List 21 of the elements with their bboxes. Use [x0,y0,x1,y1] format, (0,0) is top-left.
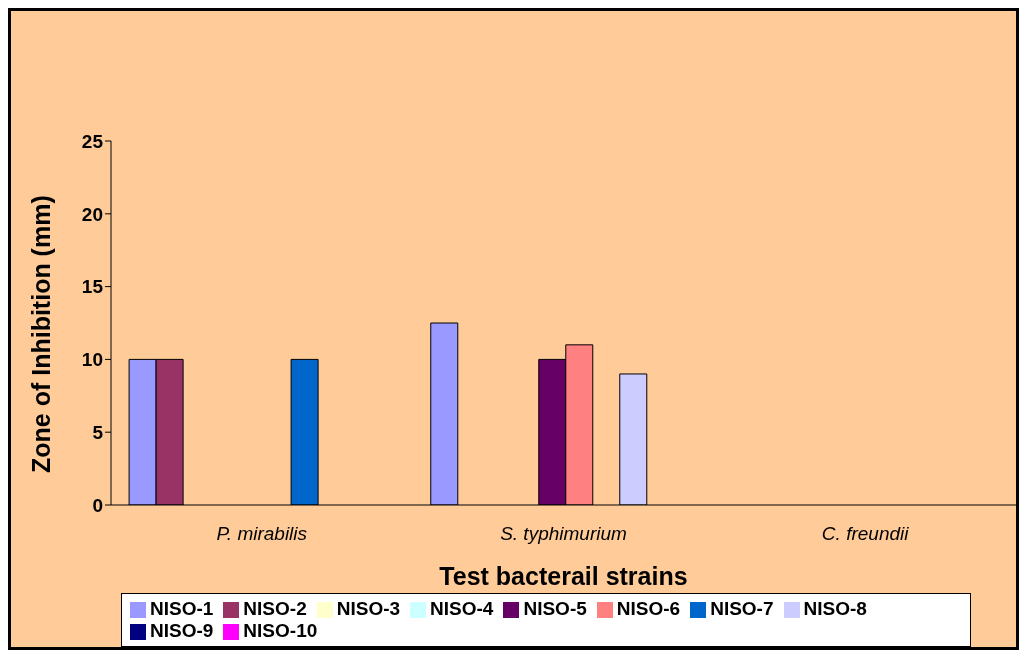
y-tick-label: 5 [92,421,104,443]
x-tick-label: P. mirabilis [216,523,308,545]
y-tick-label: 10 [81,349,103,371]
x-axis-title: Test bacterail strains [439,562,688,590]
legend-label: NISO-9 [150,620,214,641]
legend-label: NISO-3 [336,598,401,619]
x-tick-label: S. typhimurium [500,523,627,545]
legend-label: NISO-5 [523,598,587,619]
legend-label: NISO-8 [803,598,867,619]
y-axis-title: Zone of Inhibition (mm) [26,195,55,473]
legend-label: NISO-6 [616,598,681,619]
y-tick-label: 20 [81,203,103,225]
legend-label: NISO-4 [430,598,494,619]
y-tick-label: 0 [92,494,103,516]
legend-label: NISO-1 [150,598,214,619]
x-tick-label: C. freundii [821,523,910,545]
legend-label: NISO-7 [710,598,774,619]
y-tick-label: 25 [81,130,104,152]
legend-label: NISO-10 [243,620,318,641]
legend-label: NISO-2 [243,598,307,619]
y-tick-label: 15 [81,276,104,298]
